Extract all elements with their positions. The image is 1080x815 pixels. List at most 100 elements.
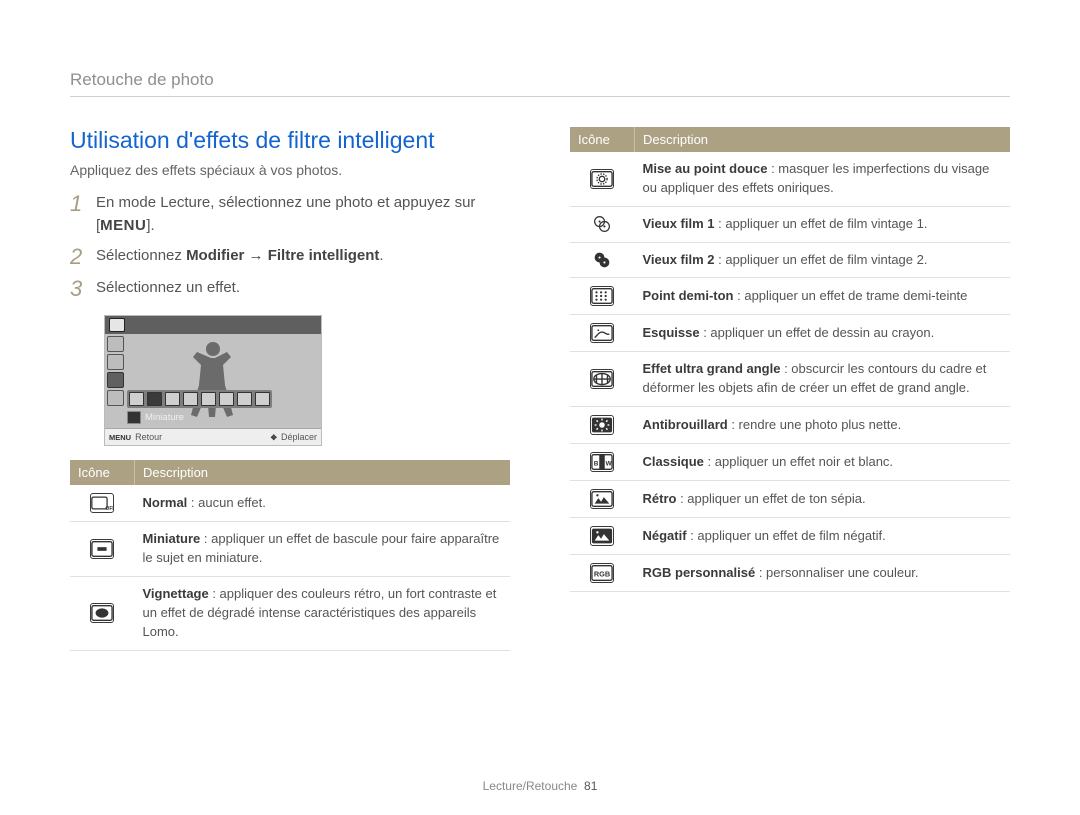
columns: Utilisation d'effets de filtre intellige… — [70, 127, 1010, 651]
table-row: Effet ultra grand angle : obscurcir les … — [570, 352, 1010, 407]
selected-filter-label-row: Miniature — [127, 411, 184, 424]
icon-cell — [570, 315, 635, 352]
svg-text:OFF: OFF — [106, 506, 114, 512]
icon-cell — [570, 206, 635, 242]
table-row: Miniature : appliquer un effet de bascul… — [70, 522, 510, 577]
effect-term: Normal — [143, 495, 188, 510]
sidebar-adjust-icon — [107, 390, 124, 406]
sidebar-rotate-icon — [107, 354, 124, 370]
footer-move-label: Déplacer — [281, 432, 317, 442]
svg-text:B: B — [594, 461, 599, 468]
icon-cell: RGB — [570, 555, 635, 592]
svg-text:RGB: RGB — [594, 570, 610, 579]
col-description: Description — [135, 460, 511, 485]
page-footer: Lecture/Retouche 81 — [0, 779, 1080, 793]
effects-table-right: Icône Description Mise au point douce : … — [570, 127, 1010, 592]
filter-option-icon — [255, 392, 270, 406]
icon-cell — [570, 518, 635, 555]
footer-section: Lecture/Retouche — [483, 779, 578, 793]
sidebar-resize-icon — [107, 336, 124, 352]
step-3: 3 Sélectionnez un effet. — [70, 277, 510, 301]
icon-cell — [570, 242, 635, 278]
vignette-icon — [90, 603, 114, 623]
table-row: RGBRGB personnalisé : personnaliser une … — [570, 555, 1010, 592]
icon-cell — [570, 152, 635, 206]
effect-term: Rétro — [643, 491, 677, 506]
step-num: 1 — [70, 192, 96, 216]
sidebar-filter-icon — [107, 372, 124, 388]
filter-option-icon — [219, 392, 234, 406]
table-row: Vieux film 2 : appliquer un effet de fil… — [570, 242, 1010, 278]
rgb-icon: RGB — [590, 563, 614, 583]
filter-option-icon — [201, 392, 216, 406]
table-row: BW Classique : appliquer un effet noir et… — [570, 444, 1010, 481]
description-cell: Vieux film 1 : appliquer un effet de fil… — [635, 206, 1011, 242]
step-2: 2 Sélectionnez Modifier → Filtre intelli… — [70, 245, 510, 269]
old-film-1-icon — [591, 215, 613, 233]
svg-text:W: W — [606, 461, 613, 468]
effect-text: : appliquer un effet de film vintage 1. — [715, 216, 928, 231]
icon-cell — [70, 522, 135, 577]
old-film-2-icon — [591, 251, 613, 269]
col-icon: Icône — [70, 460, 135, 485]
table-row: Esquisse : appliquer un effet de dessin … — [570, 315, 1010, 352]
miniature-icon — [90, 539, 114, 559]
table-row: Vignettage : appliquer des couleurs rétr… — [70, 577, 510, 651]
description-cell: Vieux film 2 : appliquer un effet de fil… — [635, 242, 1011, 278]
retro-icon — [590, 489, 614, 509]
col-icon: Icône — [570, 127, 635, 152]
selected-filter-icon — [127, 411, 141, 424]
icon-cell — [570, 278, 635, 315]
step-num: 3 — [70, 277, 96, 301]
filter-option-icon — [147, 392, 162, 406]
filter-option-icon — [129, 392, 144, 406]
camera-screenshot: Miniature MENU Retour ✥ Déplacer — [104, 315, 510, 446]
description-cell: Effet ultra grand angle : obscurcir les … — [635, 352, 1011, 407]
effect-text: : appliquer un effet noir et blanc. — [704, 454, 893, 469]
table-row: Rétro : appliquer un effet de ton sépia. — [570, 481, 1010, 518]
step-num: 2 — [70, 245, 96, 269]
effect-term: RGB personnalisé — [643, 565, 756, 580]
effect-text: : appliquer un effet de film vintage 2. — [715, 252, 928, 267]
table-row: Vieux film 1 : appliquer un effet de fil… — [570, 206, 1010, 242]
description-cell: Rétro : appliquer un effet de ton sépia. — [635, 481, 1011, 518]
description-cell: Antibrouillard : rendre une photo plus n… — [635, 407, 1011, 444]
effect-term: Vieux film 2 — [643, 252, 715, 267]
effect-text: : rendre une photo plus nette. — [728, 417, 901, 432]
breadcrumb: Retouche de photo — [70, 70, 1010, 97]
silhouette-icon — [183, 336, 243, 426]
section-title: Utilisation d'effets de filtre intellige… — [70, 127, 510, 154]
footer-back-label: Retour — [135, 432, 162, 442]
effect-text: : appliquer un effet de film négatif. — [687, 528, 886, 543]
halftone-icon — [590, 286, 614, 306]
footer-page-number: 81 — [584, 779, 597, 793]
screenshot-frame: Miniature MENU Retour ✥ Déplacer — [104, 315, 322, 446]
step-text: En mode Lecture, sélectionnez une photo … — [96, 192, 510, 237]
filter-option-icon — [165, 392, 180, 406]
effect-term: Esquisse — [643, 325, 700, 340]
table-row: Négatif : appliquer un effet de film nég… — [570, 518, 1010, 555]
screenshot-footer: MENU Retour ✥ Déplacer — [105, 428, 321, 445]
effect-term: Effet ultra grand angle — [643, 361, 781, 376]
effect-term: Miniature — [143, 531, 201, 546]
description-cell: Miniature : appliquer un effet de bascul… — [135, 522, 511, 577]
icon-cell — [70, 577, 135, 651]
normal-off-icon: OFF — [90, 493, 114, 513]
negative-icon — [590, 526, 614, 546]
screenshot-header — [105, 316, 321, 334]
step-text: Sélectionnez Modifier → Filtre intellige… — [96, 245, 384, 268]
filter-option-icon — [237, 392, 252, 406]
effect-text: : appliquer un effet de ton sépia. — [676, 491, 865, 506]
description-cell: Classique : appliquer un effet noir et b… — [635, 444, 1011, 481]
move-key-icon: ✥ — [271, 433, 277, 442]
effect-term: Point demi-ton — [643, 288, 734, 303]
description-cell: Négatif : appliquer un effet de film nég… — [635, 518, 1011, 555]
effect-text: : aucun effet. — [187, 495, 266, 510]
description-cell: Normal : aucun effet. — [135, 485, 511, 522]
effect-text: : appliquer un effet de dessin au crayon… — [700, 325, 935, 340]
effect-text: : appliquer un effet de trame demi-teint… — [734, 288, 968, 303]
screenshot-body: Miniature — [105, 334, 321, 428]
effect-term: Classique — [643, 454, 704, 469]
steps-list: 1 En mode Lecture, sélectionnez une phot… — [70, 192, 510, 301]
table-row: Antibrouillard : rendre une photo plus n… — [570, 407, 1010, 444]
